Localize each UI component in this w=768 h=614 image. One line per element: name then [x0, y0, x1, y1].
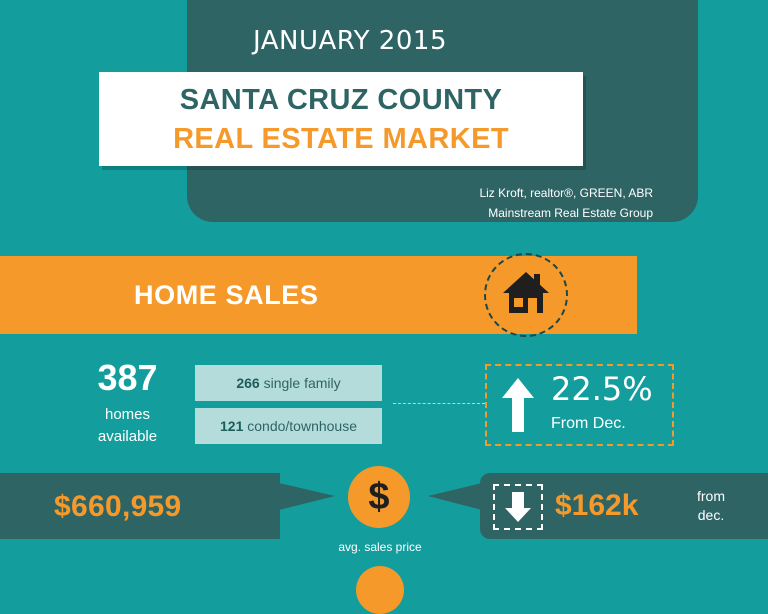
price-change-label-line2: dec. — [697, 507, 725, 523]
price-change-value: $162k — [555, 489, 639, 522]
report-month: JANUARY 2015 — [253, 26, 447, 56]
price-change-label-line1: from — [697, 488, 725, 504]
down-arrow-icon — [505, 492, 531, 522]
avg-price-bar — [0, 473, 280, 539]
condo-label: condo/townhouse — [243, 418, 357, 434]
avg-sales-price-label: avg. sales price — [338, 540, 422, 554]
dashed-connector — [393, 403, 485, 404]
author-credit: Liz Kroft, realtor®, GREEN, ABR Mainstre… — [440, 183, 653, 223]
percent-change-label: From Dec. — [551, 415, 626, 432]
dollar-icon: $ — [348, 466, 410, 528]
single-family-label: single family — [259, 375, 341, 391]
condo-count: 121 — [220, 418, 244, 434]
left-pointer — [279, 483, 335, 510]
author-name: Liz Kroft, realtor®, GREEN, ABR — [479, 186, 653, 200]
homes-label-line1: homes — [104, 406, 151, 423]
title-box: SANTA CRUZ COUNTY REAL ESTATE MARKET — [99, 72, 583, 166]
house-icon — [489, 258, 563, 332]
author-company: Mainstream Real Estate Group — [488, 206, 653, 220]
title-county: SANTA CRUZ COUNTY — [179, 84, 503, 116]
right-pointer — [428, 483, 482, 510]
percent-change-value: 22.5% — [551, 370, 653, 408]
homes-label-line2: available — [97, 428, 158, 445]
single-family-count: 266 — [236, 375, 260, 391]
percent-change-box — [485, 364, 674, 446]
house-icon-ring — [484, 253, 568, 337]
single-family-pill: 266 single family — [195, 365, 382, 401]
up-arrow-icon — [500, 376, 536, 439]
down-arrow-box — [493, 484, 543, 530]
title-market: REAL ESTATE MARKET — [173, 123, 509, 155]
section-title: HOME SALES — [134, 280, 319, 310]
svg-text:$: $ — [368, 476, 389, 518]
next-section-icon — [356, 566, 404, 614]
homes-available-label: homes available — [80, 404, 175, 448]
homes-available-count: 387 — [97, 357, 158, 398]
price-change-label: from dec. — [683, 487, 739, 525]
condo-pill: 121 condo/townhouse — [195, 408, 382, 444]
avg-sales-price: $660,959 — [54, 490, 182, 523]
